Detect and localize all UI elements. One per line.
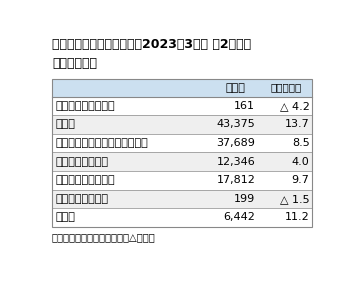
Text: スポーツアパレル: スポーツアパレル [55, 157, 108, 167]
Text: 9.7: 9.7 [292, 175, 309, 185]
FancyBboxPatch shape [52, 208, 312, 227]
Text: 161: 161 [234, 101, 255, 111]
Text: 8.5: 8.5 [292, 138, 309, 148]
Text: 6,442: 6,442 [223, 212, 256, 222]
Text: 17,812: 17,812 [216, 175, 256, 185]
FancyBboxPatch shape [52, 115, 312, 134]
FancyBboxPatch shape [52, 79, 312, 97]
Text: 4.0: 4.0 [292, 157, 309, 167]
Text: 199: 199 [234, 194, 256, 204]
Text: その他: その他 [55, 212, 75, 222]
Text: 37,689: 37,689 [216, 138, 256, 148]
Text: （増減率）: （増減率） [270, 83, 301, 93]
Text: 13.7: 13.7 [285, 119, 309, 129]
Text: ファッション衣料: ファッション衣料 [55, 194, 108, 204]
Text: ゴルフ: ゴルフ [55, 119, 75, 129]
Text: 12,346: 12,346 [217, 157, 256, 167]
Text: 11.2: 11.2 [285, 212, 309, 222]
Text: ウィンタースポーツ: ウィンタースポーツ [55, 101, 115, 111]
Text: 一般競技スポーツ・シューズ゚: 一般競技スポーツ・シューズ゚ [55, 138, 148, 148]
Text: 43,375: 43,375 [217, 119, 256, 129]
Text: 売上高: 売上高 [225, 83, 245, 93]
Text: △ 4.2: △ 4.2 [280, 101, 309, 111]
FancyBboxPatch shape [52, 152, 312, 171]
Text: アウトドア・その他: アウトドア・その他 [55, 175, 115, 185]
Text: 単位は百万円。増減率は％。△は減。: 単位は百万円。増減率は％。△は減。 [52, 232, 156, 242]
Text: ゼビオホールディングス、2023年3月期 第2四半期: ゼビオホールディングス、2023年3月期 第2四半期 [52, 38, 251, 51]
Text: 部門別売上高: 部門別売上高 [52, 57, 97, 70]
FancyBboxPatch shape [52, 171, 312, 189]
Text: △ 1.5: △ 1.5 [280, 194, 309, 204]
FancyBboxPatch shape [52, 189, 312, 208]
FancyBboxPatch shape [52, 97, 312, 115]
FancyBboxPatch shape [52, 134, 312, 152]
